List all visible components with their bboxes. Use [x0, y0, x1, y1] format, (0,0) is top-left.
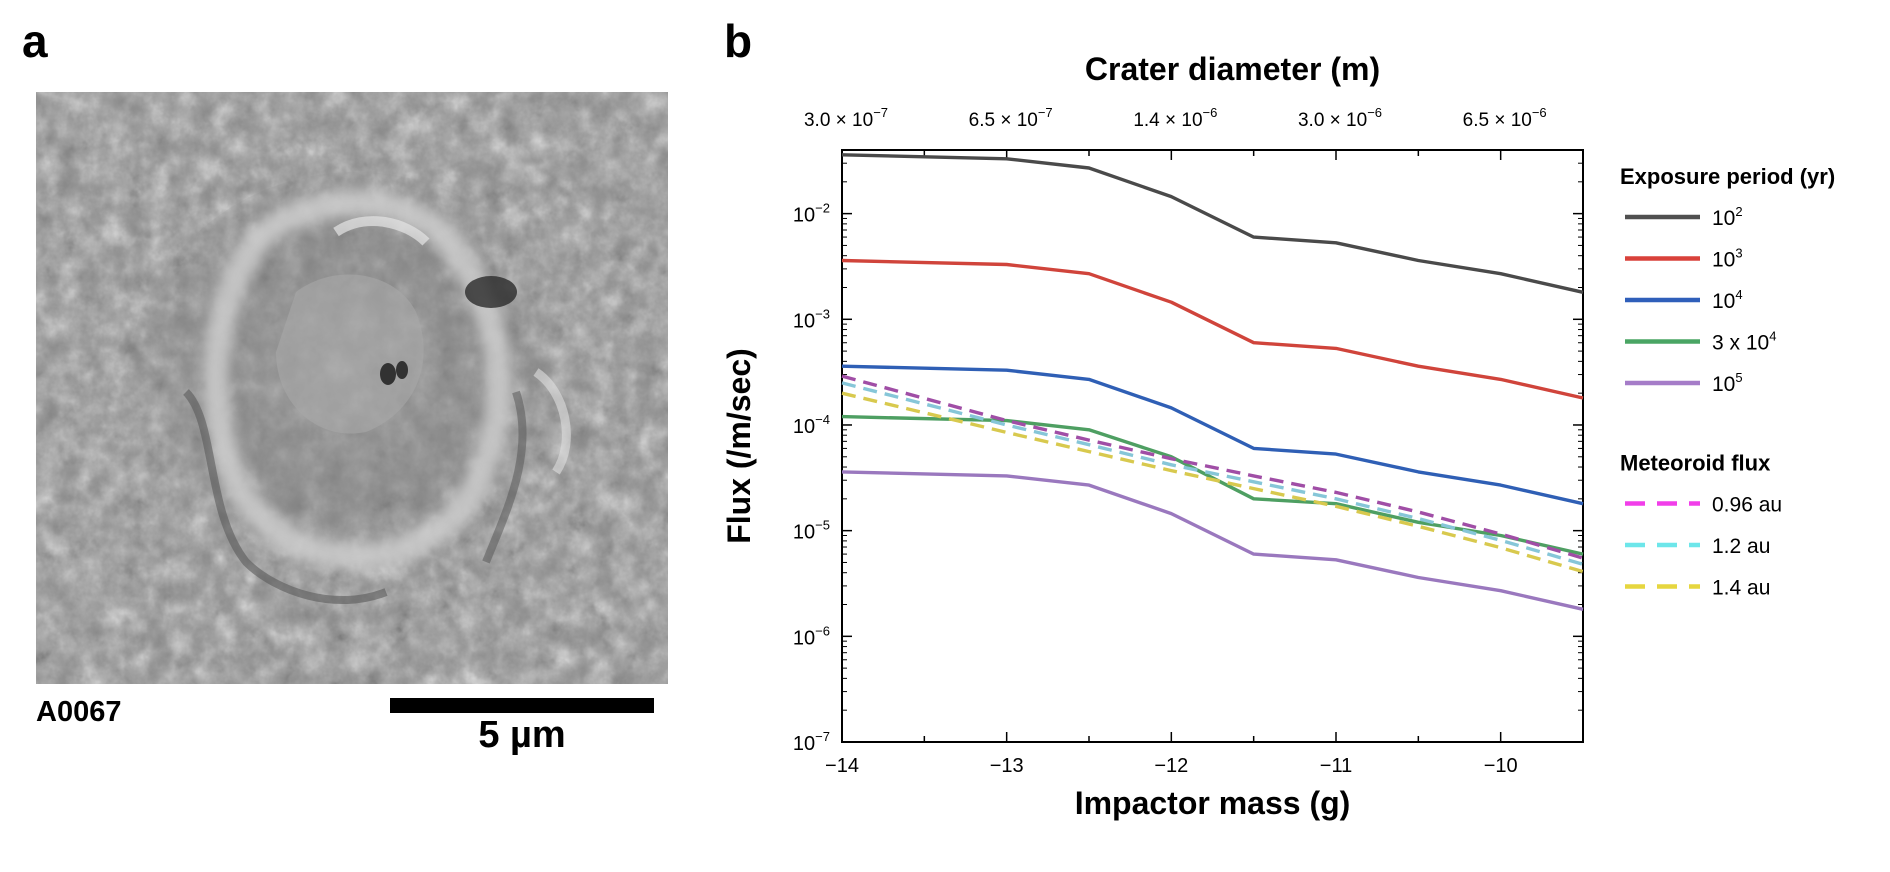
legend-label: 0.96 au	[1712, 494, 1782, 517]
top-axis-tick-label: 1.4 × 10−6	[1133, 105, 1217, 131]
x-tick-label: −13	[990, 755, 1024, 777]
x-axis-title: Impactor mass (g)	[1075, 785, 1351, 821]
series-line-3	[841, 414, 1584, 556]
top-axis-title: Crater diameter (m)	[1085, 51, 1380, 87]
scale-bar-label: 5 µm	[478, 714, 566, 756]
y-tick-label: 10−5	[793, 518, 830, 544]
legend-label: 1.2 au	[1712, 535, 1770, 558]
series-line-7	[841, 391, 1584, 574]
sample-id: A0067	[36, 696, 122, 728]
y-tick-label: 10−6	[793, 623, 830, 649]
x-tick-label: −14	[825, 755, 859, 777]
y-tick-label: 10−7	[793, 729, 830, 755]
legend-title: Exposure period (yr)	[1620, 164, 1835, 189]
scale-bar	[390, 698, 654, 713]
top-axis-tick-label: 6.5 × 10−7	[969, 105, 1053, 131]
series-line-1	[841, 258, 1584, 400]
plot-area-frame	[841, 149, 1584, 743]
top-axis-tick-label: 3.0 × 10−6	[1298, 105, 1382, 131]
series-line-5	[841, 374, 1584, 560]
legend-label: 103	[1712, 246, 1743, 272]
panel-a-label: a	[22, 15, 48, 67]
top-axis-tick-label: 6.5 × 10−6	[1463, 105, 1547, 131]
panel-b-label: b	[724, 15, 753, 67]
legend-title: Meteoroid flux	[1620, 451, 1771, 476]
x-tick-label: −10	[1484, 755, 1518, 777]
legend-label: 105	[1712, 370, 1743, 396]
x-tick-label: −12	[1154, 755, 1188, 777]
x-tick-label: −11	[1320, 755, 1352, 777]
sem-micrograph	[36, 92, 668, 684]
y-tick-label: 10−3	[793, 306, 830, 332]
series-line-0	[841, 153, 1584, 294]
series-line-4	[841, 470, 1584, 611]
y-tick-label: 10−2	[793, 201, 830, 227]
y-tick-label: 10−4	[793, 412, 830, 438]
legend-label: 104	[1712, 287, 1743, 313]
series-line-2	[841, 364, 1584, 506]
legend-label: 3 x 104	[1712, 329, 1776, 355]
legend-label: 1.4 au	[1712, 577, 1770, 600]
legend-label: 102	[1712, 204, 1743, 230]
series-line-6	[841, 381, 1584, 566]
top-axis-tick-label: 3.0 × 10−7	[804, 105, 888, 131]
y-axis-title: Flux (/m/sec)	[721, 348, 757, 544]
